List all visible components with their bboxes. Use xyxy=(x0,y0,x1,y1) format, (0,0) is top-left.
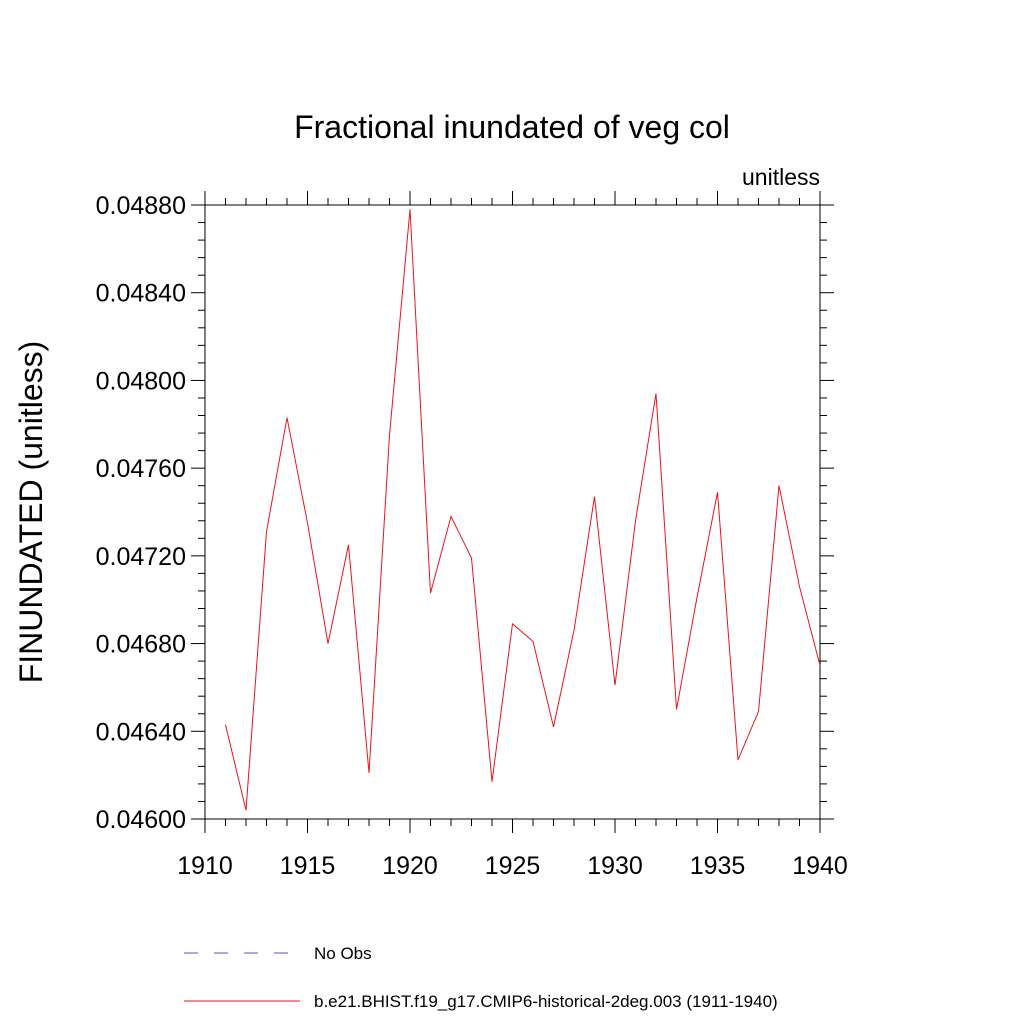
chart-title: Fractional inundated of veg col xyxy=(294,109,730,145)
units-label: unitless xyxy=(742,164,820,190)
y-tick-label: 0.04800 xyxy=(96,367,186,395)
x-tick-label: 1940 xyxy=(792,852,848,880)
legend-label: b.e21.BHIST.f19_g17.CMIP6-historical-2de… xyxy=(314,992,778,1011)
y-axis-label: FINUNDATED (unitless) xyxy=(13,341,49,684)
y-tick-label: 0.04720 xyxy=(96,543,186,571)
axis-tick-labels: 1910 1915 1920 1925 1930 1935 1940 0.04600 0.046… xyxy=(96,192,848,880)
plot-frame xyxy=(204,204,821,820)
x-tick-label: 1910 xyxy=(177,852,233,880)
axis-ticks xyxy=(191,191,834,833)
x-tick-label: 1930 xyxy=(587,852,643,880)
y-tick-label: 0.04600 xyxy=(96,806,186,834)
x-tick-label: 1925 xyxy=(485,852,541,880)
x-tick-label: 1915 xyxy=(280,852,336,880)
series-layer xyxy=(225,209,821,811)
y-tick-label: 0.04760 xyxy=(96,455,186,483)
y-tick-label: 0.04640 xyxy=(96,718,186,746)
y-tick-label: 0.04880 xyxy=(96,192,186,220)
legend-label: No Obs xyxy=(314,944,372,963)
series-line xyxy=(225,209,821,811)
y-tick-label: 0.04840 xyxy=(96,280,186,308)
legend: No Obs b.e21.BHIST.f19_g17.CMIP6-historic… xyxy=(184,944,778,1011)
x-tick-label: 1935 xyxy=(690,852,746,880)
plot-border xyxy=(204,204,821,820)
x-tick-label: 1920 xyxy=(382,852,438,880)
y-tick-label: 0.04680 xyxy=(96,631,186,659)
